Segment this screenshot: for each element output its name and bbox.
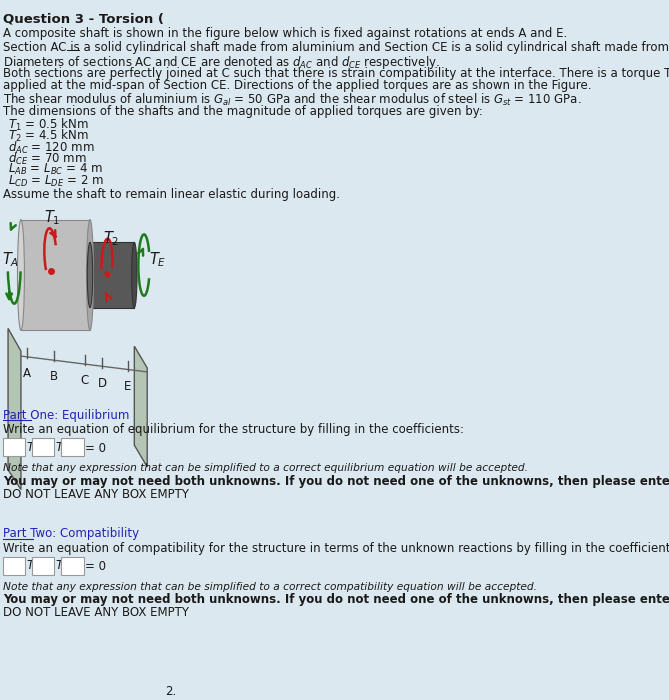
Text: Write an equation of equilibrium for the structure by filling in the coefficient: Write an equation of equilibrium for the… xyxy=(3,424,464,436)
Text: You may or may not need both unknowns. If you do not need one of the unknowns, t: You may or may not need both unknowns. I… xyxy=(3,475,669,488)
FancyBboxPatch shape xyxy=(62,557,84,575)
Text: $T_A$+: $T_A$+ xyxy=(25,559,50,574)
Text: $T_E$+: $T_E$+ xyxy=(55,559,78,574)
Text: Part One: Equilibrium: Part One: Equilibrium xyxy=(3,409,129,421)
Text: DO NOT LEAVE ANY BOX EMPTY: DO NOT LEAVE ANY BOX EMPTY xyxy=(3,606,189,620)
Ellipse shape xyxy=(86,220,94,330)
Text: $d_{AC}$ = 120 mm: $d_{AC}$ = 120 mm xyxy=(7,139,94,155)
Text: $L_{CD}$ = $L_{DE}$ = 2 m: $L_{CD}$ = $L_{DE}$ = 2 m xyxy=(7,174,103,189)
Text: $T_1$ = 0.5 kNm: $T_1$ = 0.5 kNm xyxy=(7,117,88,133)
Text: 2.: 2. xyxy=(165,685,177,699)
Text: E: E xyxy=(124,380,131,393)
Text: $T_2$: $T_2$ xyxy=(103,230,119,248)
Text: Diameters of sections AC and CE are denoted as $d_{AC}$ and $d_{CE}$ respectivel: Diameters of sections AC and CE are deno… xyxy=(3,55,440,71)
Text: = 0: = 0 xyxy=(84,442,106,454)
Ellipse shape xyxy=(132,242,137,307)
Text: Part Two: Compatibility: Part Two: Compatibility xyxy=(3,527,138,540)
Text: You may or may not need both unknowns. If you do not need one of the unknowns, t: You may or may not need both unknowns. I… xyxy=(3,594,669,606)
Text: D: D xyxy=(98,377,106,390)
Text: $T_2$ = 4.5 kNm: $T_2$ = 4.5 kNm xyxy=(7,128,88,144)
Text: Question 3 - Torsion (: Question 3 - Torsion ( xyxy=(3,13,164,26)
Text: B: B xyxy=(50,370,58,383)
Text: Both sections are perfectly joined at C such that there is strain compatibility : Both sections are perfectly joined at C … xyxy=(3,67,669,80)
Text: A composite shaft is shown in the figure below which is fixed against rotations : A composite shaft is shown in the figure… xyxy=(3,27,567,40)
Ellipse shape xyxy=(88,242,93,307)
FancyBboxPatch shape xyxy=(31,438,54,456)
Text: Note that any expression that can be simplified to a correct equilibrium equatio: Note that any expression that can be sim… xyxy=(3,463,528,473)
Text: Section AC is a solid cylindrical shaft made from aluminium and Section CE is a : Section AC is a solid cylindrical shaft … xyxy=(3,41,669,54)
FancyBboxPatch shape xyxy=(3,557,25,575)
Text: $T_1$: $T_1$ xyxy=(43,209,60,228)
Text: $T_E$: $T_E$ xyxy=(149,250,167,269)
Text: Note that any expression that can be simplified to a correct compatibility equat: Note that any expression that can be sim… xyxy=(3,582,537,591)
FancyBboxPatch shape xyxy=(31,557,54,575)
Text: A: A xyxy=(23,367,31,380)
Text: Assume the shaft to remain linear elastic during loading.: Assume the shaft to remain linear elasti… xyxy=(3,188,340,201)
Text: C: C xyxy=(80,374,89,387)
FancyBboxPatch shape xyxy=(62,438,84,456)
Text: DO NOT LEAVE ANY BOX EMPTY: DO NOT LEAVE ANY BOX EMPTY xyxy=(3,488,189,500)
Text: applied at the mid-span of Section CE. Directions of the applied torques are as : applied at the mid-span of Section CE. D… xyxy=(3,79,591,92)
Polygon shape xyxy=(134,346,147,467)
Text: The dimensions of the shafts and the magnitude of applied torques are given by:: The dimensions of the shafts and the mag… xyxy=(3,105,482,118)
Text: $L_{AB}$ = $L_{BC}$ = 4 m: $L_{AB}$ = $L_{BC}$ = 4 m xyxy=(7,162,102,177)
Text: Write an equation of compatibility for the structure in terms of the unknown rea: Write an equation of compatibility for t… xyxy=(3,542,669,555)
Text: $T_E$+: $T_E$+ xyxy=(55,440,78,456)
Text: = 0: = 0 xyxy=(84,560,106,573)
Ellipse shape xyxy=(17,220,25,330)
Text: The shear modulus of aluminium is $G_{al}$ = 50 GPa and the shear modulus of ste: The shear modulus of aluminium is $G_{al… xyxy=(3,92,581,108)
Text: $T_A$+: $T_A$+ xyxy=(25,440,50,456)
Text: $d_{CE}$ = 70 mm: $d_{CE}$ = 70 mm xyxy=(7,150,86,167)
Polygon shape xyxy=(8,328,21,489)
FancyBboxPatch shape xyxy=(3,438,25,456)
Text: $T_A$: $T_A$ xyxy=(2,251,19,270)
